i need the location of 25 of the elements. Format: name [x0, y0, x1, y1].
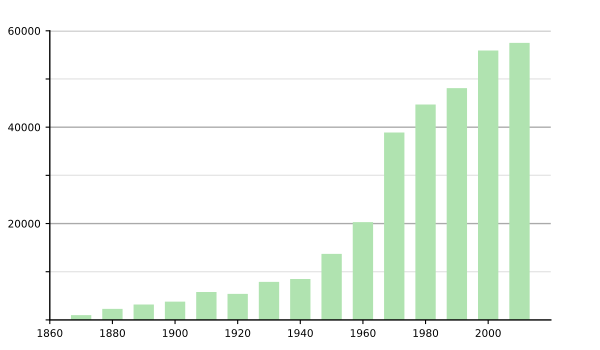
bar: [352, 222, 374, 320]
bar: [134, 304, 154, 320]
x-tick-label: 1880: [100, 329, 125, 337]
x-tick-label: 2000: [476, 329, 501, 337]
bar: [228, 294, 248, 320]
x-tick-label: 1960: [350, 329, 376, 337]
y-tick-label: 20000: [8, 220, 40, 228]
x-tick-label: 1940: [288, 329, 313, 337]
bar: [102, 308, 123, 320]
bar: [384, 132, 404, 320]
bar: [258, 282, 280, 320]
bar: [509, 42, 530, 320]
bar: [415, 104, 436, 320]
bar: [164, 302, 186, 320]
bar: [196, 292, 217, 320]
bar: [321, 254, 342, 320]
x-tick-label: 1860: [38, 329, 62, 337]
bar: [290, 278, 310, 320]
bar: [478, 50, 498, 320]
x-tick-label: 1920: [226, 329, 250, 337]
x-tick-label: 1900: [162, 329, 188, 337]
bar: [446, 88, 468, 320]
x-tick-label: 1980: [413, 329, 438, 337]
y-tick-label: 60000: [8, 27, 40, 35]
y-tick-label: 40000: [8, 123, 40, 132]
